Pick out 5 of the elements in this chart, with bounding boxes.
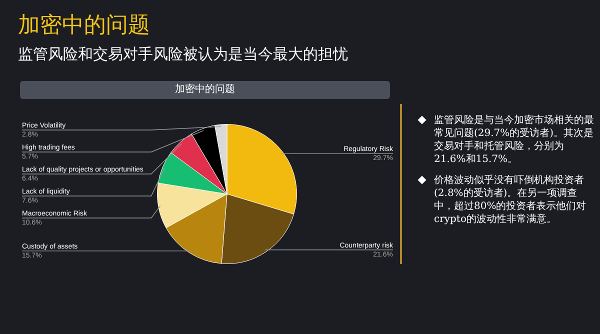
- text: 价格波动似乎没有吓倒机构投资者(2.8%的受访者)。在另一项调查中，超过80%的投资者表示他们对crypto的波动性非常满意。: [434, 175, 586, 225]
- chart-subtitle: 监管风险和交易对手风险被认为是当今最大的担忧: [18, 45, 348, 64]
- text: 加密中的问题: [20, 81, 390, 99]
- text: 监管风险是与当今加密市场相关的最常见问题(29.7%的受访者)。其次是交易对手和托管风险，分别为21.6%和15.7%。: [434, 115, 594, 165]
- chart-title: 加密中的问题: [18, 12, 150, 40]
